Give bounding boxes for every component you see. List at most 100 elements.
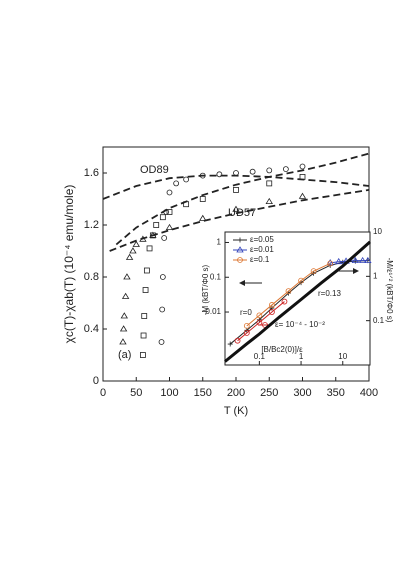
series-line (115, 152, 370, 246)
data-point (143, 267, 150, 274)
data-point (165, 223, 174, 230)
data-point (125, 253, 134, 260)
data-point (282, 166, 289, 173)
legend-label: ε= 10⁻⁴ - 10⁻² (275, 320, 325, 329)
series-line (246, 262, 331, 327)
y-axis-label: -M (kBT/Φ0 s) (201, 264, 210, 315)
data-point (166, 189, 173, 196)
y-tick-label: 0.01 (205, 307, 221, 316)
y2-axis-label: -M/ε¹ᐟ² (kBT/Φ0 s) (385, 258, 394, 323)
data-point (236, 246, 244, 253)
x-axis-label: T (K) (224, 405, 248, 417)
x-tick-label: 10 (338, 352, 347, 361)
x-axis-label: [B/Bc2(0)]/ε (261, 345, 303, 354)
data-point (249, 168, 256, 175)
annotation: r=0.13 (318, 289, 341, 298)
x-tick-label: 50 (130, 387, 142, 399)
legend-label: ε=0.05 (250, 235, 274, 244)
data-point (153, 222, 160, 228)
x-tick-label: 400 (360, 387, 378, 399)
data-point (237, 257, 243, 263)
y-tick-label: 0.4 (84, 323, 99, 335)
data-point (281, 298, 288, 305)
data-point (227, 341, 233, 347)
data-point (159, 306, 166, 313)
data-point (216, 171, 223, 178)
data-point (335, 257, 343, 265)
x-tick-label: 1 (299, 352, 304, 361)
series-line (109, 189, 370, 252)
data-point (161, 235, 168, 241)
data-point (142, 287, 149, 293)
data-point (146, 245, 153, 252)
y-tick-label: 1 (217, 238, 222, 247)
data-point (265, 197, 273, 204)
series-line (224, 240, 371, 363)
x-tick-label: 250 (260, 387, 278, 399)
y2-tick-label: 10 (373, 227, 382, 236)
x-tick-label: 0 (100, 387, 106, 399)
data-point (141, 313, 148, 319)
data-point (199, 196, 206, 202)
data-point (140, 332, 147, 339)
data-point (232, 205, 240, 212)
annotation: UD57 (228, 207, 256, 219)
data-point (298, 192, 307, 199)
data-point (266, 167, 273, 174)
y-tick-label: 1.6 (84, 167, 99, 179)
data-point (199, 214, 207, 221)
legend-label: ε=0.01 (250, 245, 274, 254)
data-point (120, 312, 128, 319)
series-line (102, 174, 370, 200)
legend-label: ε=0.1 (250, 255, 270, 264)
data-point (358, 256, 367, 264)
panel-label: (a) (118, 349, 131, 361)
data-point (132, 240, 140, 247)
data-point (310, 268, 317, 275)
data-point (121, 292, 130, 299)
data-point (266, 180, 273, 187)
y2-tick-label: 0.1 (373, 316, 385, 325)
data-point (119, 325, 128, 332)
data-point (243, 330, 250, 336)
annotation: r=0 (240, 308, 252, 317)
data-point (256, 312, 263, 319)
data-point (326, 259, 334, 266)
data-point (173, 180, 180, 187)
data-point (119, 338, 127, 345)
data-point (269, 302, 275, 308)
annotation: OD89 (140, 164, 169, 176)
y2-tick-label: 1 (373, 271, 378, 280)
data-point (327, 260, 334, 267)
data-point (159, 214, 166, 221)
x-tick-label: 200 (227, 387, 245, 399)
data-point (234, 337, 241, 344)
data-point (183, 176, 190, 183)
x-tick-label: 300 (293, 387, 311, 399)
y-tick-label: 0 (93, 375, 99, 387)
y-tick-label: 0.8 (84, 271, 99, 283)
data-point (158, 339, 165, 345)
data-point (299, 163, 306, 170)
data-point (123, 273, 131, 280)
data-point (139, 352, 146, 358)
data-point (364, 256, 372, 264)
plot: 0.1 1 10 0.01 0.1 1 0.1 1 10 ε=0.05ε=0.01ε=0.1 ε= … (205, 227, 385, 366)
x-tick-label: 0.1 (254, 352, 266, 361)
data-point (285, 288, 292, 294)
y-axis-label: χc(T)-χab(T) (10⁻⁴ emu/mole) (62, 185, 76, 344)
y-tick-label: 1.2 (84, 219, 99, 231)
data-point (166, 209, 173, 215)
x-tick-label: 350 (327, 387, 345, 399)
x-tick-label: 100 (160, 387, 178, 399)
data-point (243, 322, 250, 329)
data-point (269, 309, 275, 315)
data-point (159, 274, 166, 280)
data-point (351, 256, 360, 264)
data-point (298, 277, 304, 284)
data-point (129, 247, 137, 254)
data-point (233, 186, 239, 193)
x-tick-label: 150 (194, 387, 212, 399)
series-line (237, 301, 285, 342)
